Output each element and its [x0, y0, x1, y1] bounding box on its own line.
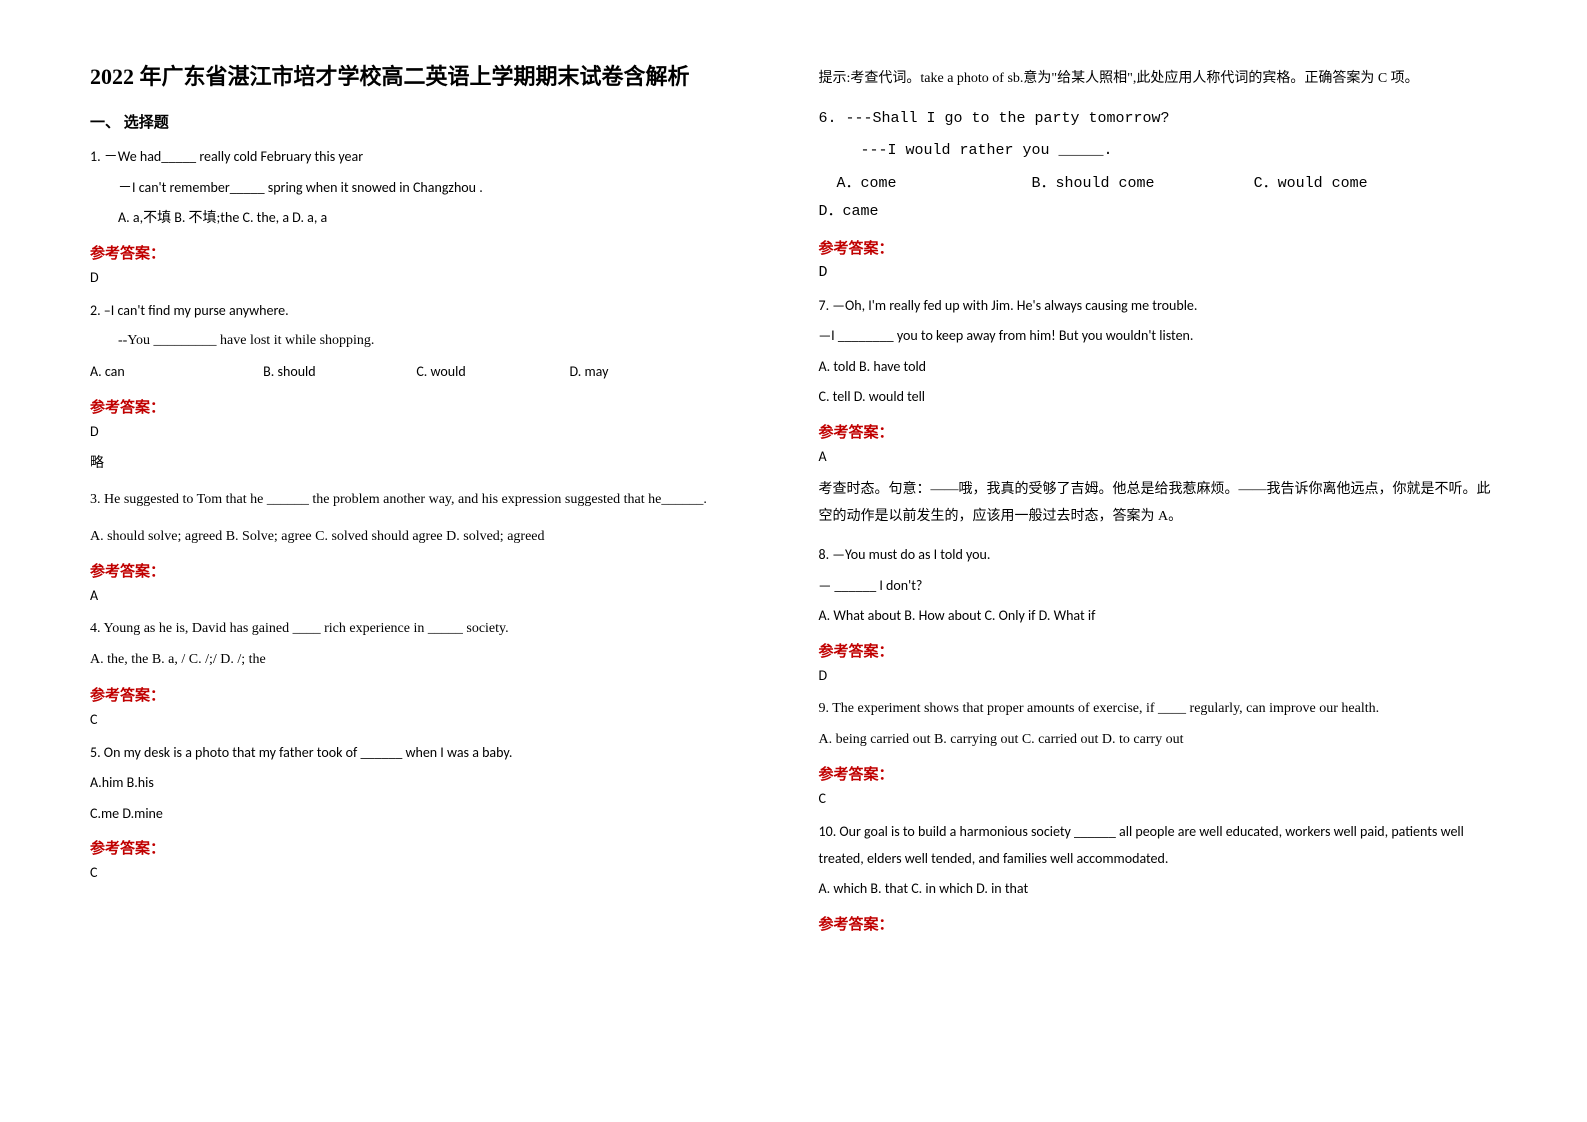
q2-stem-1: 2. –I can't find my purse anywhere.: [90, 298, 769, 325]
q4-answer: C: [90, 711, 769, 728]
answer-label: 参考答案：: [819, 763, 1498, 784]
question-9: 9. The experiment shows that proper amou…: [819, 696, 1498, 807]
q7-explanation: 考查时态。句意：——哦，我真的受够了吉姆。他总是给我惹麻烦。——我告诉你离他远点…: [819, 477, 1498, 530]
q1-stem-1: 1. －We had_____ really cold February thi…: [90, 144, 769, 171]
q8-answer: D: [819, 667, 1498, 684]
q7-stem-2: —I ________ you to keep away from him! B…: [819, 323, 1498, 350]
q10-stem: 10. Our goal is to build a harmonious so…: [819, 819, 1498, 872]
q10-options: A. which B. that C. in which D. in that: [819, 876, 1498, 903]
question-8: 8. —You must do as I told you. — ______ …: [819, 542, 1498, 684]
question-7: 7. —Oh, I'm really fed up with Jim. He's…: [819, 293, 1498, 531]
q5-answer: C: [90, 864, 769, 881]
left-column: 2022 年广东省湛江市培才学校高二英语上学期期末试卷含解析 一、 选择题 1.…: [90, 60, 769, 942]
q3-answer: A: [90, 587, 769, 604]
q6-stem-1: 6. ---Shall I go to the party tomorrow?: [819, 105, 1498, 134]
q5-stem: 5. On my desk is a photo that my father …: [90, 740, 769, 767]
answer-label: 参考答案：: [819, 640, 1498, 661]
answer-label: 参考答案：: [90, 396, 769, 417]
q2-opt-c: C. would: [416, 359, 566, 386]
answer-label: 参考答案：: [90, 684, 769, 705]
answer-label: 参考答案：: [819, 913, 1498, 934]
exam-title: 2022 年广东省湛江市培才学校高二英语上学期期末试卷含解析: [90, 60, 769, 93]
q5-options-1: A.him B.his: [90, 770, 769, 797]
q9-options: A. being carried out B. carrying out C. …: [819, 727, 1498, 754]
q2-omit: 略: [90, 452, 769, 472]
q1-options: A. a,不填 B. 不填;the C. the, a D. a, a: [90, 205, 769, 232]
exam-page: 2022 年广东省湛江市培才学校高二英语上学期期末试卷含解析 一、 选择题 1.…: [0, 0, 1587, 1002]
answer-label: 参考答案：: [90, 242, 769, 263]
q7-options-2: C. tell D. would tell: [819, 384, 1498, 411]
question-10: 10. Our goal is to build a harmonious so…: [819, 819, 1498, 934]
q7-answer: A: [819, 448, 1498, 465]
section-heading: 一、 选择题: [90, 111, 769, 132]
q6-options: A．come B．should come C．would come D．came: [819, 170, 1498, 227]
q8-stem-2: — ______ I don't?: [819, 573, 1498, 600]
q2-opt-a: A. can: [90, 359, 260, 386]
q2-opt-d: D. may: [570, 359, 609, 386]
q5-explanation: 提示:考查代词。take a photo of sb.意为"给某人照相",此处应…: [819, 66, 1498, 93]
question-2: 2. –I can't find my purse anywhere. --Yo…: [90, 298, 769, 472]
q2-opt-b: B. should: [263, 359, 413, 386]
answer-label: 参考答案：: [819, 237, 1498, 258]
q7-stem-1: 7. —Oh, I'm really fed up with Jim. He's…: [819, 293, 1498, 320]
q9-answer: C: [819, 790, 1498, 807]
q4-options: A. the, the B. a, / C. /;/ D. /; the: [90, 647, 769, 674]
q6-answer: D: [819, 264, 1498, 281]
q2-stem-2: --You _________ have lost it while shopp…: [90, 328, 769, 355]
answer-label: 参考答案：: [819, 421, 1498, 442]
q2-answer: D: [90, 423, 769, 440]
right-column: 提示:考查代词。take a photo of sb.意为"给某人照相",此处应…: [819, 60, 1498, 942]
q8-stem-1: 8. —You must do as I told you.: [819, 542, 1498, 569]
question-4: 4. Young as he is, David has gained ____…: [90, 616, 769, 727]
answer-label: 参考答案：: [90, 837, 769, 858]
question-5: 5. On my desk is a photo that my father …: [90, 740, 769, 882]
q6-stem-2: ---I would rather you _____.: [819, 137, 1498, 166]
answer-label: 参考答案：: [90, 560, 769, 581]
q1-stem-2: －I can't remember_____ spring when it sn…: [90, 175, 769, 202]
q1-answer: D: [90, 269, 769, 286]
q7-options-1: A. told B. have told: [819, 354, 1498, 381]
q4-stem: 4. Young as he is, David has gained ____…: [90, 616, 769, 643]
q9-stem: 9. The experiment shows that proper amou…: [819, 696, 1498, 723]
question-1: 1. －We had_____ really cold February thi…: [90, 144, 769, 286]
question-6: 6. ---Shall I go to the party tomorrow? …: [819, 105, 1498, 281]
q3-options: A. should solve; agreed B. Solve; agree …: [90, 524, 769, 551]
question-3: 3. He suggested to Tom that he ______ th…: [90, 484, 769, 605]
q2-options: A. can B. should C. would D. may: [90, 359, 769, 386]
q8-options: A. What about B. How about C. Only if D.…: [819, 603, 1498, 630]
q3-stem: 3. He suggested to Tom that he ______ th…: [90, 484, 769, 516]
q5-options-2: C.me D.mine: [90, 801, 769, 828]
